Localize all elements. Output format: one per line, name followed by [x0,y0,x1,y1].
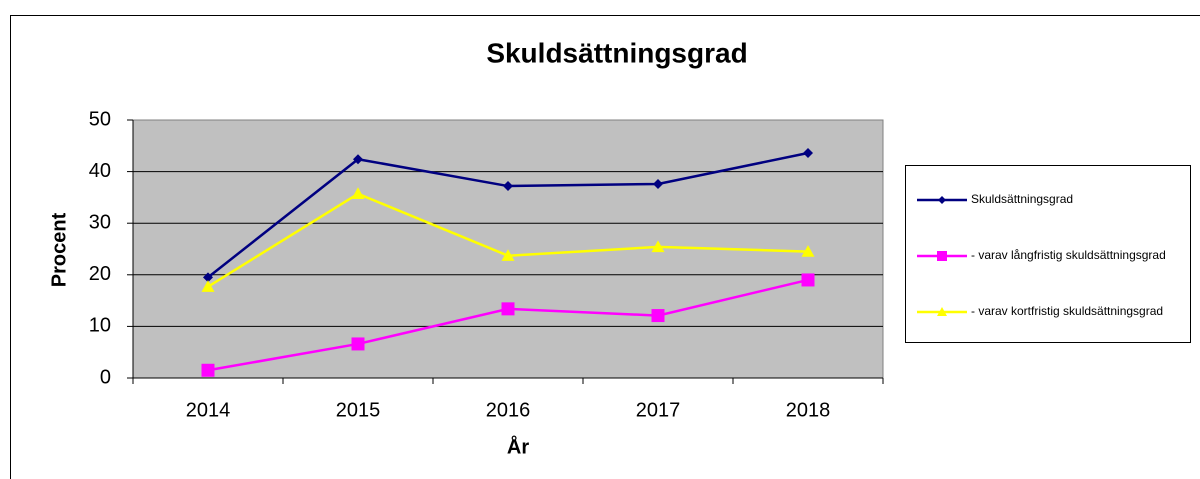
y-tick-label: 20 [89,263,111,285]
marker [937,307,947,316]
chart-title: Skuldsättningsgrad [486,37,747,68]
x-tick-label: 2015 [336,399,381,421]
x-tick-label: 2018 [786,399,831,421]
y-tick-label: 30 [89,211,111,233]
marker [651,240,665,253]
chart-frame [10,15,1200,479]
x-tick-label: 2016 [486,399,531,421]
y-tick-label: 0 [100,366,111,388]
marker [801,245,815,257]
marker [201,280,215,292]
marker [501,249,515,261]
x-tick-label: 2014 [186,399,231,421]
marker [501,302,515,316]
marker [937,251,947,261]
y-tick-label: 50 [89,108,111,130]
marker [201,363,215,377]
y-tick-label: 10 [89,315,111,337]
y-axis-label: Procent [48,212,70,287]
legend-label: - varav kortfristig skuldsättningsgrad [971,304,1163,318]
marker [801,273,815,287]
y-tick-label: 40 [89,160,111,182]
marker [351,337,365,351]
x-tick-label: 2017 [636,399,681,421]
x-axis-label: År [507,434,529,458]
legend-label: Skuldsättningsgrad [971,192,1073,206]
marker [651,309,665,323]
marker [803,148,813,159]
marker [653,178,663,189]
marker [203,272,213,283]
marker [353,154,363,165]
marker [351,187,365,199]
marker [503,181,513,192]
marker [938,196,946,204]
legend-label: - varav långfristig skuldsättningsgrad [971,248,1166,262]
